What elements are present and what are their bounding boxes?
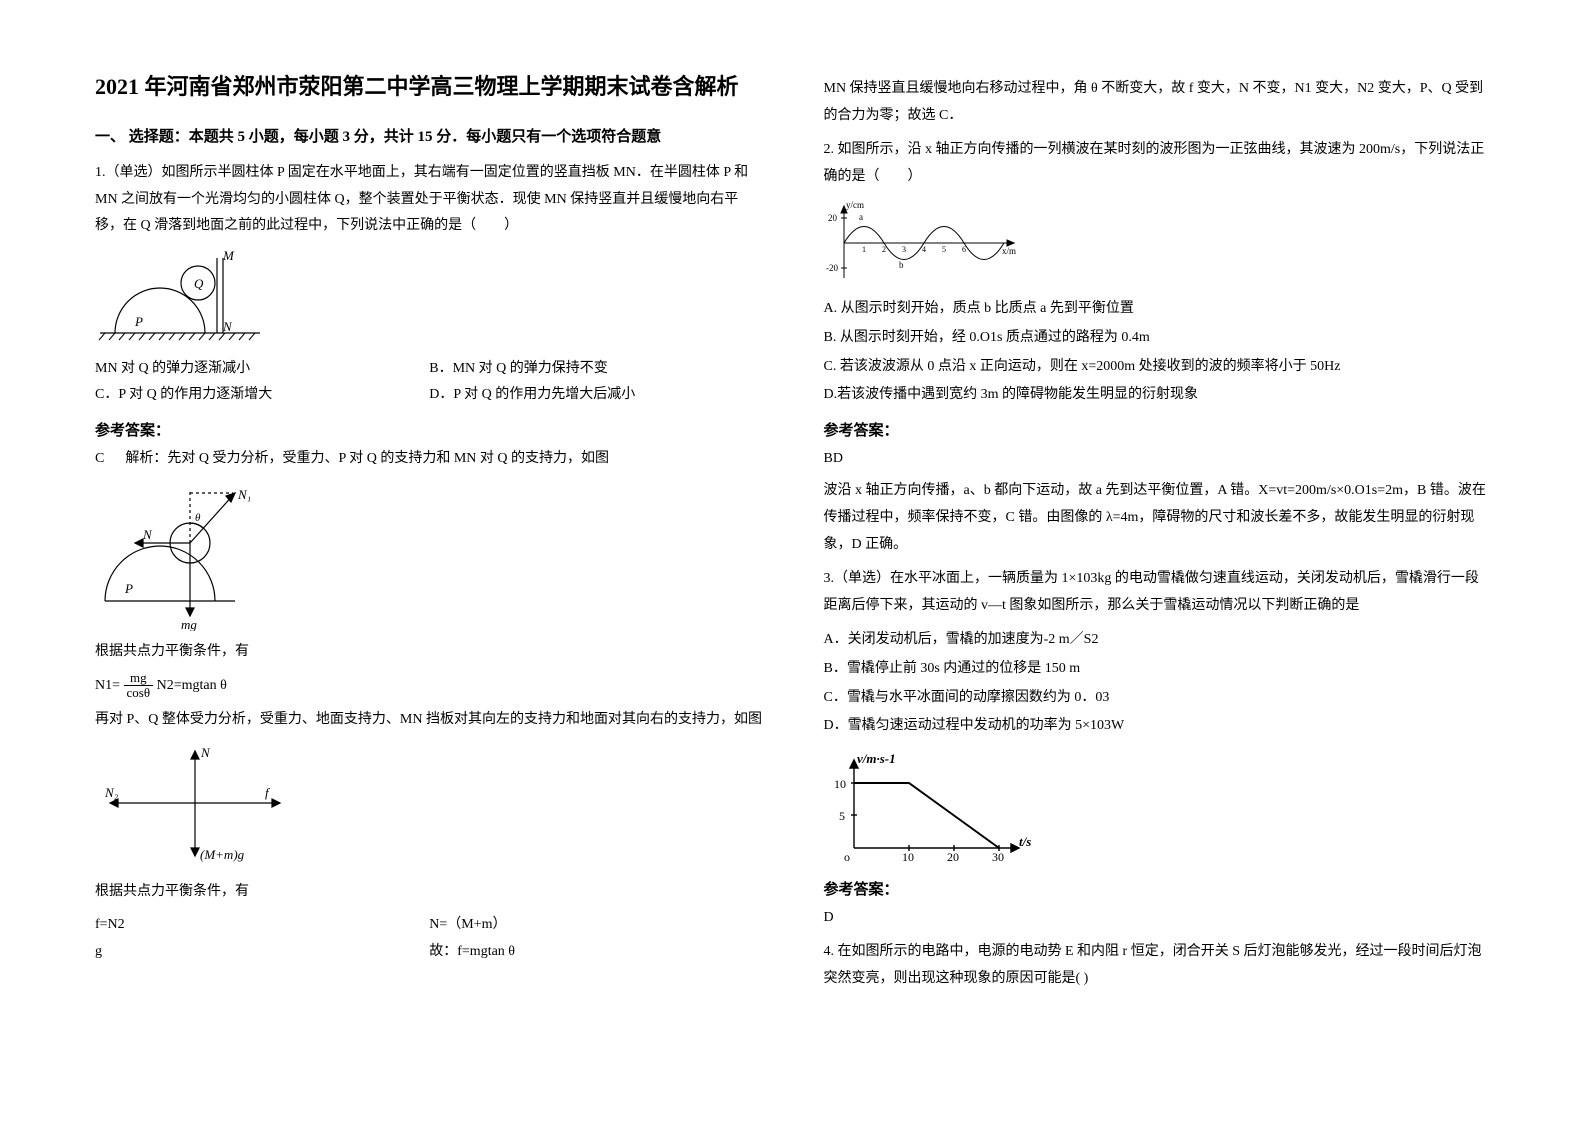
vt-t30: 30: [992, 850, 1004, 864]
svg-text:5: 5: [942, 245, 946, 254]
q3-answer-letter: D: [824, 905, 1493, 932]
vt-y-label: v/m·s-1: [857, 751, 896, 766]
q4-stem: 4. 在如图所示的电路中，电源的电动势 E 和内阻 r 恒定，闭合开关 S 后灯…: [824, 939, 1493, 992]
svg-text:1: 1: [862, 245, 866, 254]
q2-opt-b: B. 从图示时刻开始，经 0.O1s 质点通过的路程为 0.4m: [824, 325, 1493, 352]
n1-suffix: N2=mgtan θ: [157, 678, 227, 693]
label-weight: (M+m)g: [200, 847, 245, 862]
q2-answer-label: 参考答案：: [824, 419, 1493, 440]
q2-answer-letter: BD: [824, 446, 1493, 473]
vt-t20: 20: [947, 850, 959, 864]
q2-wave-icon: y/cm x/m 20 -20 a b 1 2 3 4 5 6: [824, 198, 1024, 288]
q3-opt-c: C．雪橇与水平冰面间的动摩擦因数约为 0．03: [824, 685, 1493, 712]
fraction: mg cosθ: [124, 671, 154, 701]
q2-opt-d: D.若该波传播中遇到宽约 3m 的障碍物能发生明显的衍射现象: [824, 382, 1493, 409]
q3-opt-b: B．雪橇停止前 30s 内通过的位移是 150 m: [824, 656, 1493, 683]
vt-10: 10: [834, 777, 846, 791]
q1-row1-l: f=N2: [95, 912, 429, 939]
q3-options: A．关闭发动机后，雪橇的加速度为-2 m／S2 B．雪橇停止前 30s 内通过的…: [824, 627, 1493, 739]
label-P: P: [134, 314, 143, 329]
q2-answer-text: 波沿 x 轴正方向传播，a、b 都向下运动，故 a 先到达平衡位置，A 错。X=…: [824, 478, 1493, 558]
svg-text:4: 4: [922, 245, 926, 254]
q1-answer-line: C 解析：先对 Q 受力分析，受重力、P 对 Q 的支持力和 MN 对 Q 的支…: [95, 446, 764, 473]
q1-ans-mid1: 根据共点力平衡条件，有: [95, 639, 764, 666]
q1-answer-label: 参考答案：: [95, 419, 764, 440]
vt-t10: 10: [902, 850, 914, 864]
svg-text:2: 2: [882, 245, 886, 254]
wave-a: a: [859, 212, 863, 222]
label-N: N: [222, 319, 233, 334]
q3-answer-label: 参考答案：: [824, 878, 1493, 899]
label-N1: N₁: [237, 487, 251, 502]
q1-stem: 1.（单选）如图所示半圆柱体 P 固定在水平地面上，其右端有一固定位置的竖直挡板…: [95, 160, 764, 240]
right-column: MN 保持竖直且缓慢地向右移动过程中，角 θ 不断变大，故 f 变大，N 不变，…: [824, 70, 1493, 1000]
q2-opt-c: C. 若该波波源从 0 点沿 x 正向运动，则在 x=2000m 处接收到的波的…: [824, 354, 1493, 381]
wave-y-label: y/cm: [846, 200, 864, 210]
svg-text:3: 3: [902, 245, 906, 254]
q2-options: A. 从图示时刻开始，质点 b 比质点 a 先到平衡位置 B. 从图示时刻开始，…: [824, 296, 1493, 408]
label-theta: θ: [195, 512, 201, 524]
label-N3: N: [200, 745, 211, 760]
q1-opt-b: B．MN 对 Q 的弹力保持不变: [429, 356, 763, 383]
wave-x-label: x/m: [1002, 246, 1016, 256]
fraction-den: cosθ: [124, 686, 154, 700]
vt-0: o: [844, 850, 850, 864]
wave-20: 20: [828, 213, 838, 223]
q1-formula-line: N1= mg cosθ N2=mgtan θ: [95, 671, 764, 701]
q2-opt-a: A. 从图示时刻开始，质点 b 比质点 a 先到平衡位置: [824, 296, 1493, 323]
label-mg: mg: [181, 617, 197, 631]
q1-opt-a: MN 对 Q 的弹力逐渐减小: [95, 356, 429, 383]
wave-b: b: [899, 260, 904, 270]
q1-tail: MN 保持竖直且缓慢地向右移动过程中，角 θ 不断变大，故 f 变大，N 不变，…: [824, 76, 1493, 129]
label-M: M: [222, 248, 235, 263]
label-Q: Q: [194, 276, 204, 291]
fraction-num: mg: [124, 671, 154, 686]
q3-vt-icon: v/m·s-1 t/s 10 5 o 10 20 30: [824, 748, 1034, 868]
label-N2: N₂: [104, 785, 119, 800]
svg-text:6: 6: [962, 245, 966, 254]
label-f: f: [265, 785, 271, 800]
q1-row1-r: N=（M+m）: [429, 912, 763, 939]
q2-stem: 2. 如图所示，沿 x 轴正方向传播的一列横波在某时刻的波形图为一正弦曲线，其波…: [824, 137, 1493, 190]
q1-ans-mid3: 根据共点力平衡条件，有: [95, 879, 764, 906]
q1-ans-row2: g 故：f=mgtan θ: [95, 939, 764, 966]
q3-stem: 3.（单选）在水平冰面上，一辆质量为 1×103kg 的电动雪橇做匀速直线运动，…: [824, 566, 1493, 619]
left-column: 2021 年河南省郑州市荥阳第二中学高三物理上学期期末试卷含解析 一、 选择题：…: [95, 70, 764, 1000]
q1-whole-force-icon: N N₂ f (M+m)g: [95, 741, 295, 871]
q1-answer-head: 解析：先对 Q 受力分析，受重力、P 对 Q 的支持力和 MN 对 Q 的支持力…: [125, 451, 609, 466]
q1-force-diagram-icon: N N₁ P mg θ: [95, 481, 275, 631]
label-N-force: N: [142, 527, 153, 542]
wave-n20: -20: [826, 263, 838, 273]
label-P2: P: [124, 581, 133, 596]
q3-opt-d: D．雪橇匀速运动过程中发动机的功率为 5×103W: [824, 713, 1493, 740]
q1-figure-icon: M N Q P: [95, 248, 265, 348]
vt-x-label: t/s: [1019, 834, 1031, 849]
section-1-header: 一、 选择题：本题共 5 小题，每小题 3 分，共计 15 分．每小题只有一个选…: [95, 125, 764, 146]
q1-ans-row1: f=N2 N=（M+m）: [95, 912, 764, 939]
exam-title: 2021 年河南省郑州市荥阳第二中学高三物理上学期期末试卷含解析: [95, 70, 764, 103]
q1-ans-mid2: 再对 P、Q 整体受力分析，受重力、地面支持力、MN 挡板对其向左的支持力和地面…: [95, 707, 764, 734]
q1-row2-l: g: [95, 939, 429, 966]
q1-answer-letter: C: [95, 451, 104, 466]
page: 2021 年河南省郑州市荥阳第二中学高三物理上学期期末试卷含解析 一、 选择题：…: [0, 0, 1587, 1040]
q1-opt-d: D．P 对 Q 的作用力先增大后减小: [429, 382, 763, 409]
q1-options-row1: MN 对 Q 的弹力逐渐减小 B．MN 对 Q 的弹力保持不变: [95, 356, 764, 383]
q1-row2-r: 故：f=mgtan θ: [429, 939, 763, 966]
q3-opt-a: A．关闭发动机后，雪橇的加速度为-2 m／S2: [824, 627, 1493, 654]
q1-opt-c: C．P 对 Q 的作用力逐渐增大: [95, 382, 429, 409]
q1-options-row2: C．P 对 Q 的作用力逐渐增大 D．P 对 Q 的作用力先增大后减小: [95, 382, 764, 409]
vt-5: 5: [839, 809, 845, 823]
n1-prefix: N1=: [95, 678, 120, 693]
